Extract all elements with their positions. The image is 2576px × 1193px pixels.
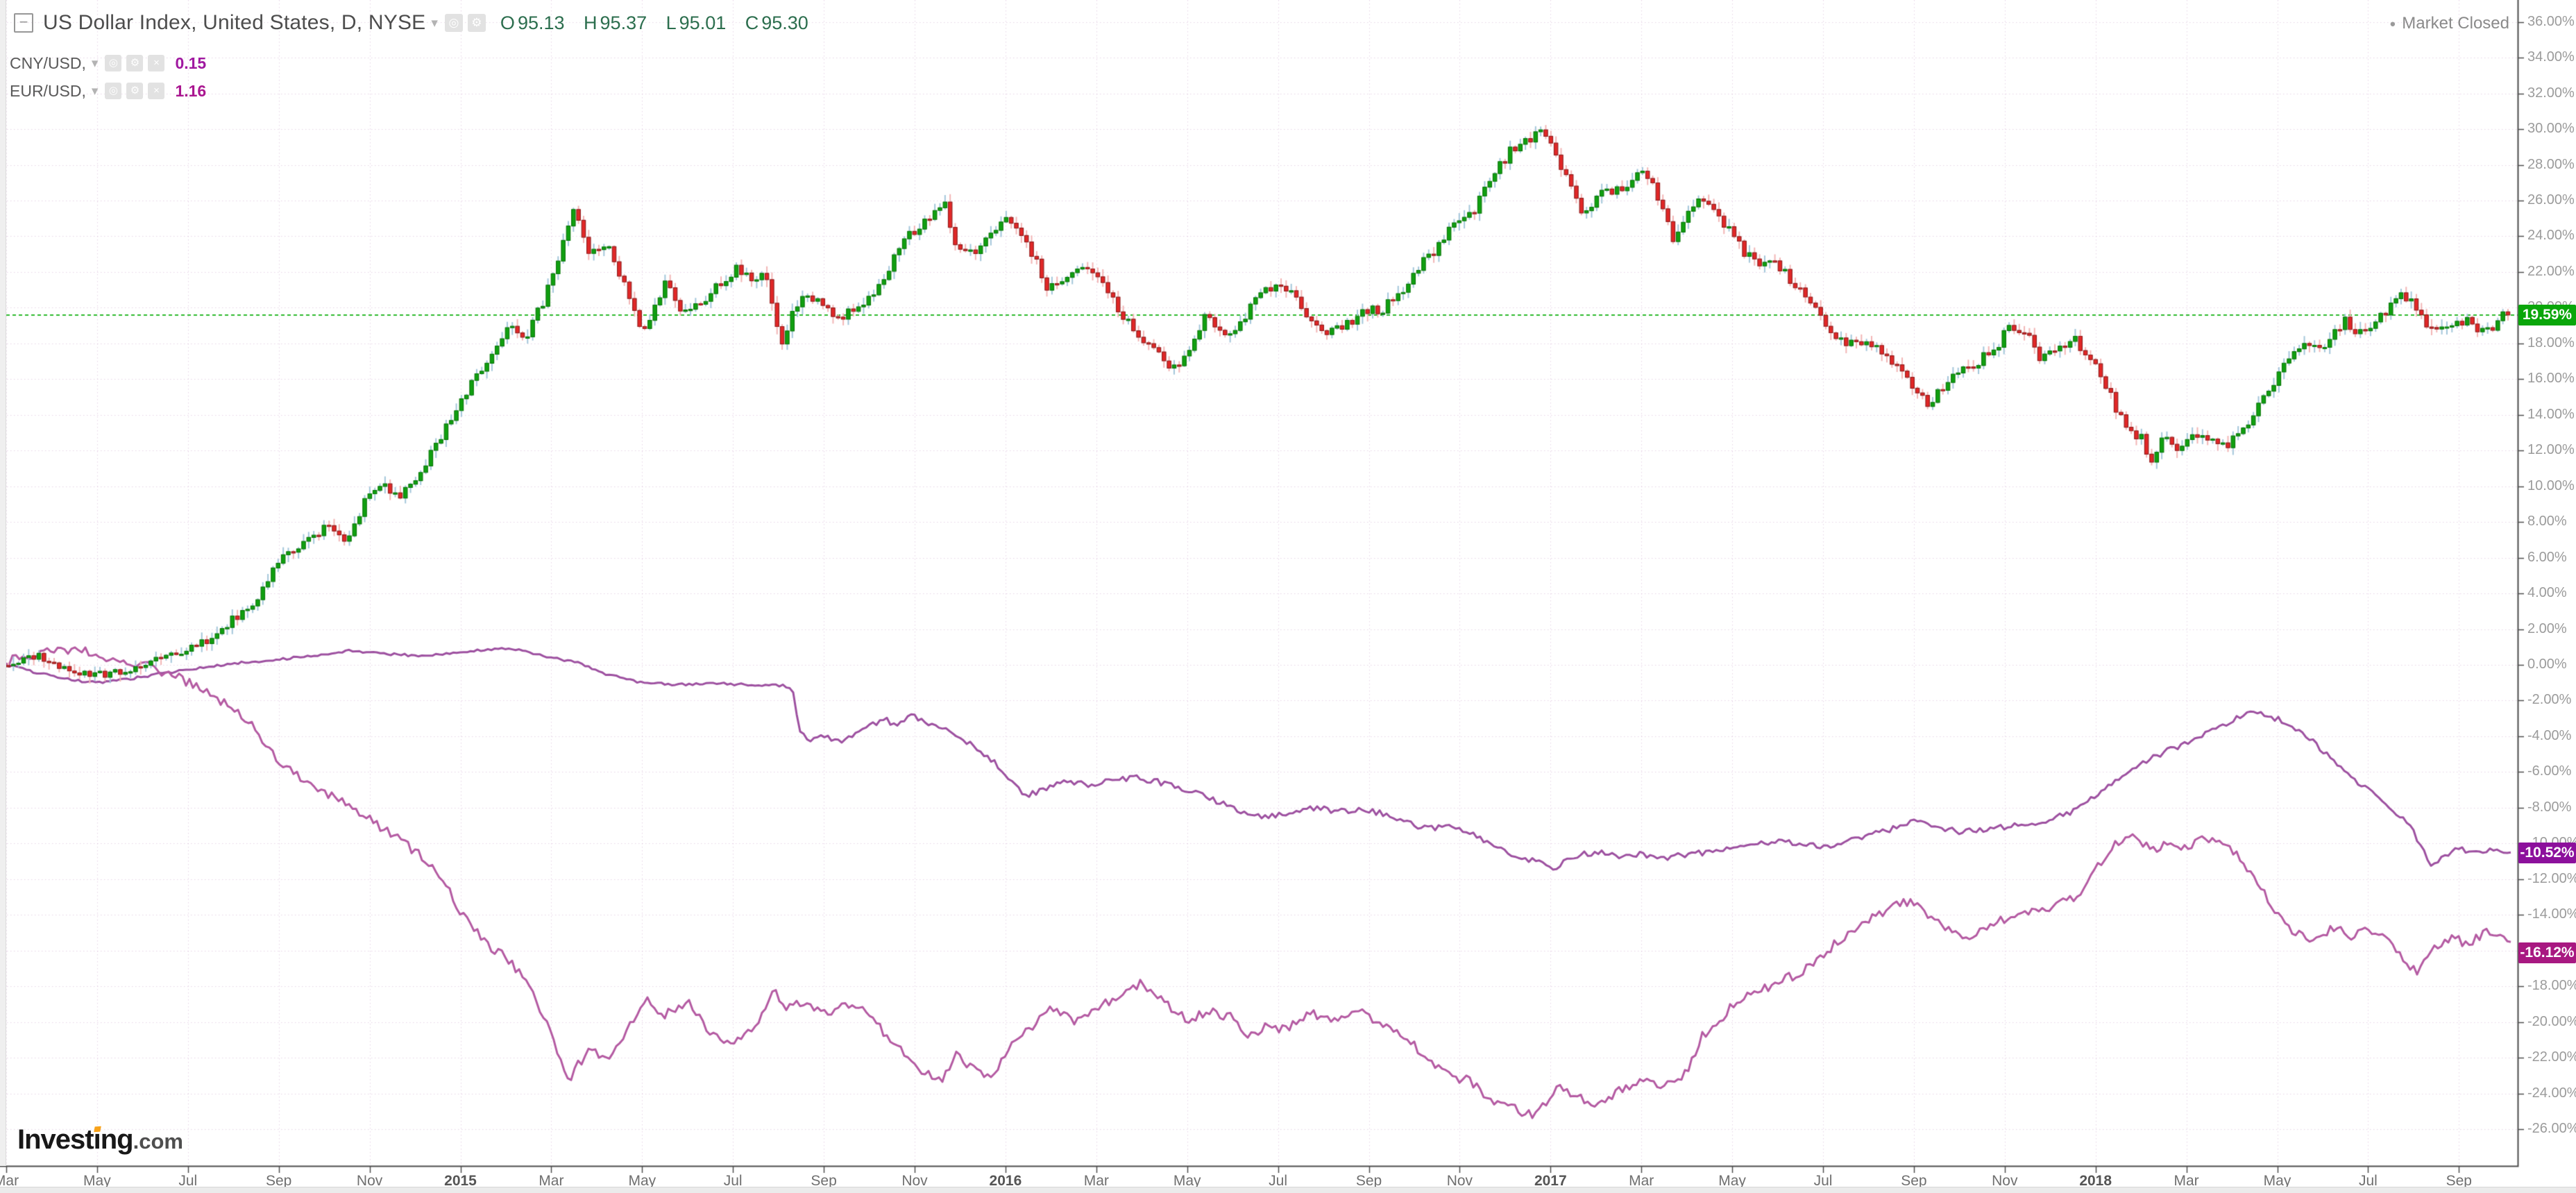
horizontal-scrollbar[interactable] (0, 1187, 2576, 1193)
y-axis-label: 22.00% (2527, 263, 2575, 279)
x-axis-label: Sep (2446, 1173, 2472, 1189)
us-dollar-index-price-badge: 19.59% (2518, 304, 2576, 325)
settings-button[interactable]: ⚙ (126, 55, 144, 71)
y-axis-label: 16.00% (2527, 371, 2575, 387)
x-axis-label: Sep (811, 1173, 837, 1189)
y-axis-label: -20.00% (2527, 1013, 2576, 1029)
y-axis-label: -8.00% (2527, 799, 2572, 815)
y-axis-label: -18.00% (2527, 978, 2576, 994)
close-button[interactable]: × (148, 55, 165, 71)
x-axis-label: May (628, 1173, 656, 1189)
open-label: O (500, 12, 515, 33)
x-axis-label: May (83, 1173, 111, 1189)
visibility-button[interactable]: ◎ (444, 14, 463, 32)
y-axis-label: 28.00% (2527, 156, 2575, 172)
y-axis-label: -26.00% (2527, 1120, 2576, 1136)
x-axis-label: Mar (1083, 1173, 1109, 1189)
y-axis-label: -2.00% (2527, 692, 2572, 708)
collapsed-toolbar-handle[interactable] (0, 0, 6, 1166)
x-axis-label: Nov (1446, 1173, 1473, 1189)
market-status-text: Market Closed (2402, 14, 2509, 33)
y-axis-label: 32.00% (2527, 85, 2575, 101)
high-label: H (584, 12, 598, 33)
y-axis-label: -22.00% (2527, 1049, 2576, 1065)
x-axis-label: Mar (539, 1173, 564, 1189)
chevron-down-icon[interactable]: ▾ (91, 56, 99, 71)
x-axis-label: 2018 (2079, 1173, 2112, 1189)
low-value: 95.01 (679, 12, 727, 33)
x-axis-label: May (2263, 1173, 2291, 1189)
close-button[interactable]: × (148, 83, 165, 99)
x-axis-label: Nov (901, 1173, 928, 1189)
x-axis-label: Jul (1813, 1173, 1833, 1189)
ohlc-values: O 95.13 H 95.37 L 95.01 C 95.30 (500, 12, 822, 34)
y-axis-label: -6.00% (2527, 763, 2572, 779)
x-axis-label: Nov (356, 1173, 383, 1189)
status-dot-icon: ● (2389, 17, 2396, 30)
visibility-button[interactable]: ◎ (105, 55, 122, 71)
eur-symbol[interactable]: EUR/USD, (10, 81, 86, 100)
y-axis-label: -24.00% (2527, 1085, 2576, 1101)
y-axis-label: 26.00% (2527, 192, 2575, 208)
symbol-title[interactable]: US Dollar Index, United States, D, NYSE (43, 11, 426, 34)
chevron-down-icon[interactable]: ▾ (431, 15, 438, 31)
y-axis-label: 18.00% (2527, 335, 2575, 350)
eur-last-value: 1.16 (175, 81, 207, 100)
y-axis-label: 30.00% (2527, 121, 2575, 137)
x-axis-label: May (1718, 1173, 1746, 1189)
x-axis-label: Mar (0, 1173, 19, 1189)
settings-button[interactable]: ⚙ (126, 83, 144, 99)
x-axis-label: Jul (178, 1173, 198, 1189)
y-axis-label: 4.00% (2527, 585, 2567, 601)
x-axis-label: Sep (266, 1173, 292, 1189)
low-label: L (666, 12, 677, 33)
y-axis-label: 6.00% (2527, 549, 2567, 565)
y-axis-label: 34.00% (2527, 49, 2575, 65)
x-axis-label: May (1173, 1173, 1201, 1189)
x-axis-label: Jul (723, 1173, 743, 1189)
y-axis-label: -12.00% (2527, 870, 2576, 886)
y-axis-label: 14.00% (2527, 406, 2575, 422)
x-axis-label: 2015 (444, 1173, 477, 1189)
y-axis-label: -4.00% (2527, 727, 2572, 743)
x-axis-label: Mar (1629, 1173, 1654, 1189)
y-axis-label: 2.00% (2527, 620, 2567, 636)
x-axis-label: Nov (1992, 1173, 2018, 1189)
eur-usd-price-badge: -16.12% (2518, 942, 2576, 963)
cny-last-value: 0.15 (175, 53, 207, 72)
x-axis-label: 2016 (989, 1173, 1022, 1189)
y-axis-label: 0.00% (2527, 657, 2567, 672)
cny-usd-price-badge: -10.52% (2518, 842, 2576, 863)
collapse-icon[interactable]: − (14, 13, 33, 33)
y-axis-label: 8.00% (2527, 514, 2567, 530)
x-axis-label: Jul (2358, 1173, 2378, 1189)
y-axis-label: 24.00% (2527, 228, 2575, 244)
x-axis-label: Sep (1901, 1173, 1927, 1189)
high-value: 95.37 (600, 12, 647, 33)
cny-symbol[interactable]: CNY/USD, (10, 53, 86, 72)
x-axis-label: 2017 (1534, 1173, 1567, 1189)
close-value: 95.30 (761, 12, 808, 33)
visibility-button[interactable]: ◎ (105, 83, 122, 99)
y-axis-label: -14.00% (2527, 906, 2576, 922)
investing-com-logo: Investıng.com (17, 1124, 183, 1155)
overlay-row-eur: EUR/USD, ▾ ◎ ⚙ × 1.16 (10, 81, 206, 101)
y-axis-label: 10.00% (2527, 477, 2575, 493)
close-label: C (745, 12, 759, 33)
x-axis-label: Mar (2174, 1173, 2199, 1189)
x-axis-label: Sep (1355, 1173, 1382, 1189)
settings-button[interactable]: ⚙ (467, 14, 486, 32)
overlay-row-cny: CNY/USD, ▾ ◎ ⚙ × 0.15 (10, 53, 206, 74)
x-axis-label: Jul (1269, 1173, 1288, 1189)
market-status: ● Market Closed (2389, 14, 2509, 33)
y-axis-label: 12.00% (2527, 442, 2575, 458)
main-symbol-row: − US Dollar Index, United States, D, NYS… (14, 10, 822, 36)
chevron-down-icon[interactable]: ▾ (91, 83, 99, 99)
logo-text: Investıng (17, 1124, 134, 1155)
y-axis-label: 36.00% (2527, 13, 2575, 29)
open-value: 95.13 (517, 12, 565, 33)
